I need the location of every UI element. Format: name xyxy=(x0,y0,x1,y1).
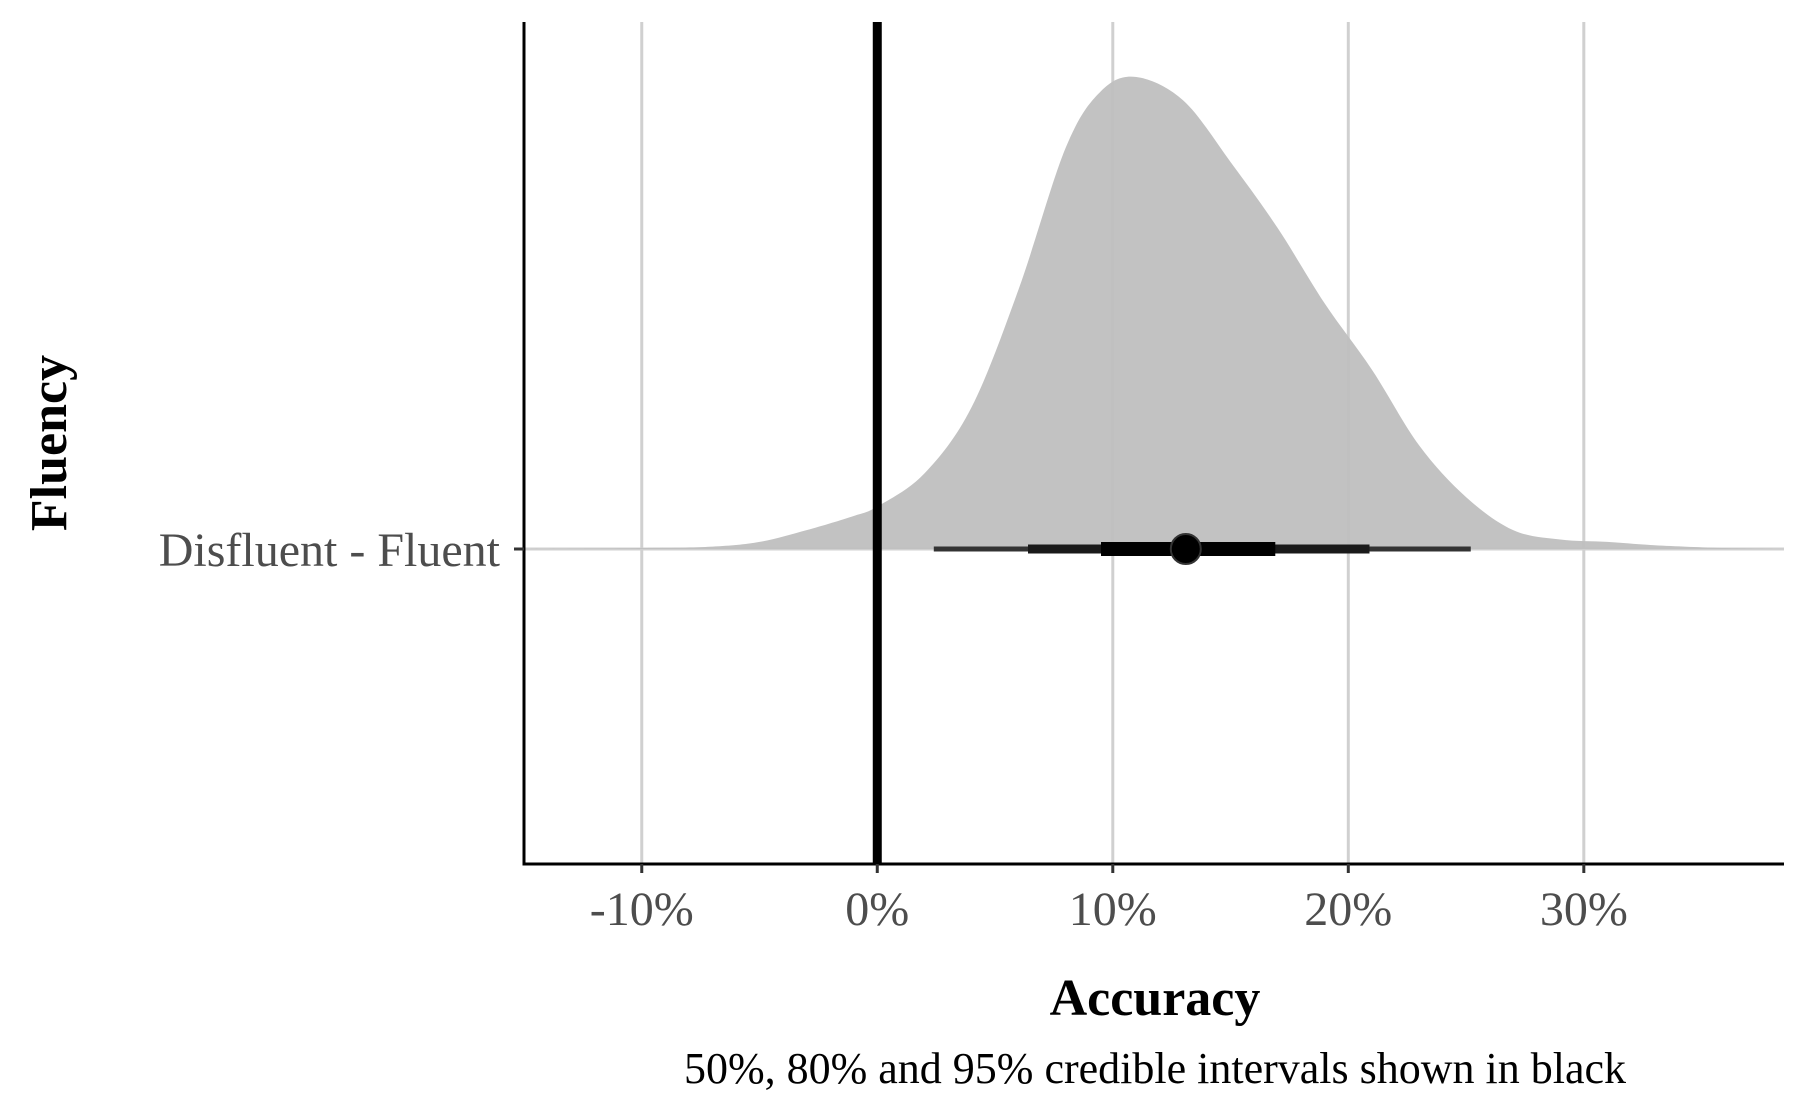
x-axis-title: Accuracy xyxy=(1050,970,1261,1027)
interval-layer xyxy=(933,533,1471,565)
axes xyxy=(514,22,1784,873)
x-tick-label-1: 0% xyxy=(845,883,909,936)
chart-caption: 50%, 80% and 95% credible intervals show… xyxy=(684,1044,1626,1093)
x-tick-label-2: 10% xyxy=(1069,883,1157,936)
x-tick-label-0: -10% xyxy=(590,883,694,936)
density-layer xyxy=(524,76,1784,550)
point-estimate xyxy=(1169,533,1202,565)
labels: -10% 0% 10% 20% 30% Disfluent - Fluent xyxy=(159,524,1628,936)
density-curve xyxy=(524,76,1784,550)
x-tick-label-4: 30% xyxy=(1540,883,1628,936)
x-tick-label-3: 20% xyxy=(1304,883,1392,936)
y-axis-title: Fluency xyxy=(21,355,78,531)
y-tick-label-0: Disfluent - Fluent xyxy=(159,524,501,577)
